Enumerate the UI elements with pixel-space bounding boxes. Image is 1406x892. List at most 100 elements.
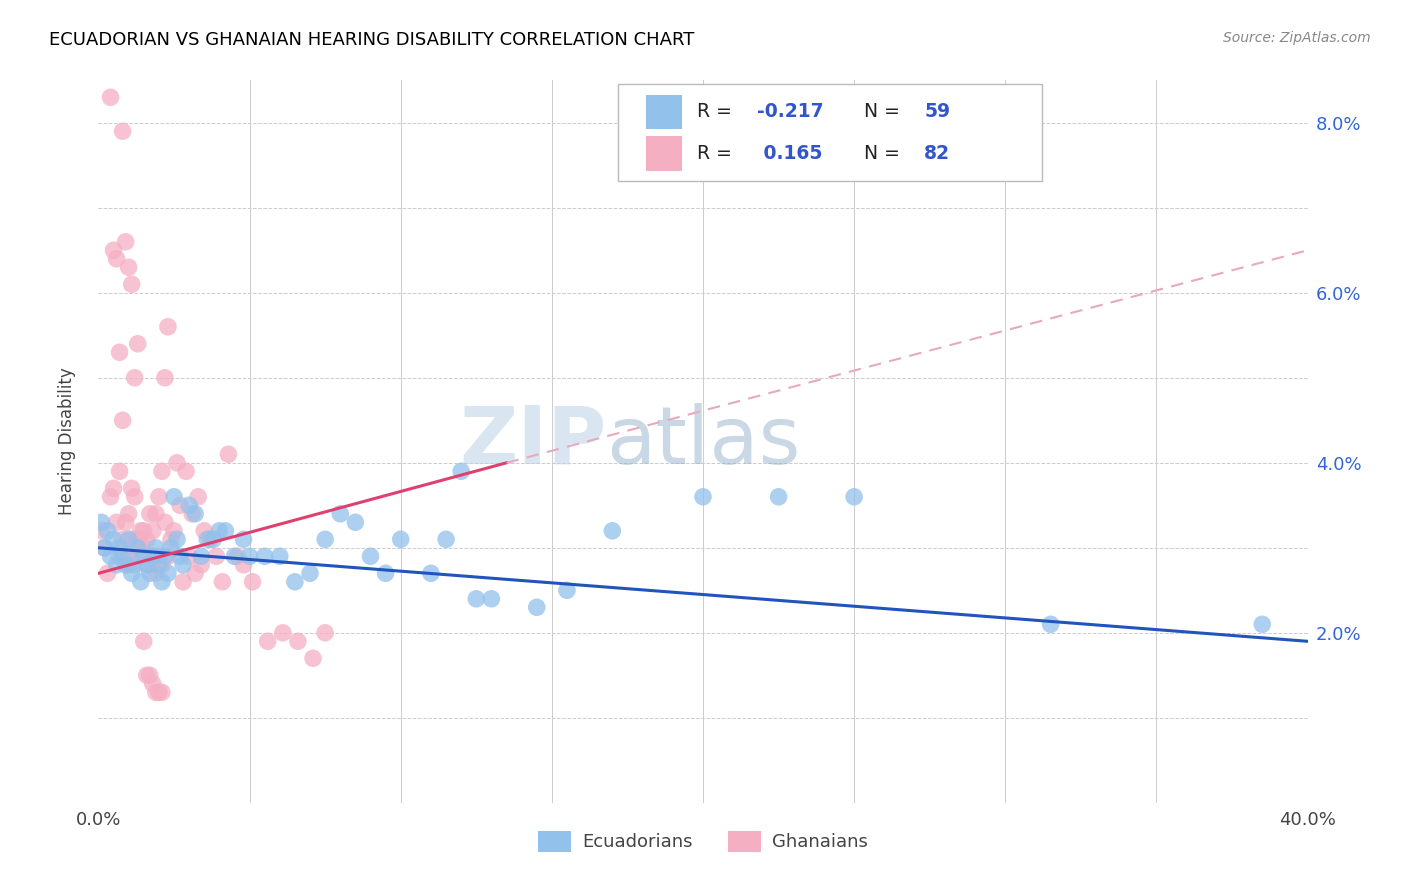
Point: [172, 558, 194, 572]
Point: [100, 490, 122, 504]
Point: [118, 533, 141, 547]
Point: [114, 549, 136, 564]
Point: [214, 524, 236, 538]
Point: [139, 566, 162, 581]
Text: ZIP: ZIP: [458, 402, 606, 481]
Point: [242, 574, 264, 589]
Point: [129, 533, 152, 547]
Point: [132, 549, 155, 564]
Point: [692, 490, 714, 504]
Point: [135, 558, 157, 572]
Point: [187, 490, 209, 504]
Point: [139, 549, 162, 564]
Point: [105, 252, 128, 266]
Point: [271, 625, 294, 640]
Point: [124, 490, 146, 504]
Point: [156, 549, 179, 564]
Point: [135, 668, 157, 682]
Point: [284, 574, 307, 589]
Point: [329, 507, 352, 521]
Point: [217, 447, 239, 461]
FancyBboxPatch shape: [619, 84, 1042, 181]
Point: [287, 634, 309, 648]
Point: [100, 549, 122, 564]
Point: [118, 507, 141, 521]
Point: [148, 549, 170, 564]
Legend: Ecuadorians, Ghanaians: Ecuadorians, Ghanaians: [531, 823, 875, 859]
Point: [172, 574, 194, 589]
Point: [135, 558, 157, 572]
Point: [160, 541, 183, 555]
Point: [108, 345, 131, 359]
Y-axis label: Hearing Disability: Hearing Disability: [58, 368, 76, 516]
Point: [93, 541, 115, 555]
Point: [124, 371, 146, 385]
Point: [232, 558, 254, 572]
Text: atlas: atlas: [606, 402, 800, 481]
Point: [118, 260, 141, 275]
Point: [142, 524, 165, 538]
Point: [153, 549, 176, 564]
Text: N =: N =: [863, 103, 905, 121]
Point: [145, 566, 167, 581]
Point: [150, 558, 173, 572]
Point: [150, 464, 173, 478]
Point: [111, 413, 134, 427]
Point: [142, 558, 165, 572]
Point: [239, 549, 262, 564]
Point: [135, 533, 157, 547]
Point: [150, 574, 173, 589]
Point: [145, 507, 167, 521]
Point: [121, 277, 143, 292]
Point: [232, 533, 254, 547]
Point: [226, 549, 249, 564]
Point: [111, 549, 134, 564]
Point: [156, 566, 179, 581]
Point: [302, 651, 325, 665]
Point: [181, 507, 204, 521]
Point: [344, 516, 367, 530]
Bar: [647, 95, 682, 129]
Point: [103, 481, 125, 495]
Point: [142, 549, 165, 564]
Point: [121, 566, 143, 581]
Point: [127, 549, 149, 564]
Point: [184, 566, 207, 581]
Text: R =: R =: [697, 103, 738, 121]
Point: [202, 533, 225, 547]
Point: [211, 574, 233, 589]
Point: [127, 533, 149, 547]
Point: [121, 481, 143, 495]
Point: [114, 558, 136, 572]
Point: [190, 549, 212, 564]
Point: [132, 634, 155, 648]
Point: [103, 244, 125, 258]
Point: [200, 533, 222, 547]
Point: [179, 549, 201, 564]
Point: [768, 490, 790, 504]
Point: [526, 600, 548, 615]
Point: [389, 533, 412, 547]
Point: [314, 625, 336, 640]
Point: [166, 456, 188, 470]
Point: [148, 685, 170, 699]
Point: [555, 583, 578, 598]
Text: Source: ZipAtlas.com: Source: ZipAtlas.com: [1223, 31, 1371, 45]
Point: [150, 685, 173, 699]
Point: [114, 235, 136, 249]
Text: 0.165: 0.165: [758, 144, 823, 163]
Point: [108, 549, 131, 564]
Point: [103, 533, 125, 547]
Point: [114, 516, 136, 530]
Point: [111, 533, 134, 547]
Point: [253, 549, 276, 564]
Point: [129, 574, 152, 589]
Point: [450, 464, 472, 478]
Text: N =: N =: [863, 144, 905, 163]
Text: 59: 59: [924, 103, 950, 121]
Text: ECUADORIAN VS GHANAIAN HEARING DISABILITY CORRELATION CHART: ECUADORIAN VS GHANAIAN HEARING DISABILIT…: [49, 31, 695, 49]
Text: -0.217: -0.217: [758, 103, 824, 121]
Point: [205, 549, 228, 564]
Point: [602, 524, 624, 538]
Bar: [647, 136, 682, 170]
